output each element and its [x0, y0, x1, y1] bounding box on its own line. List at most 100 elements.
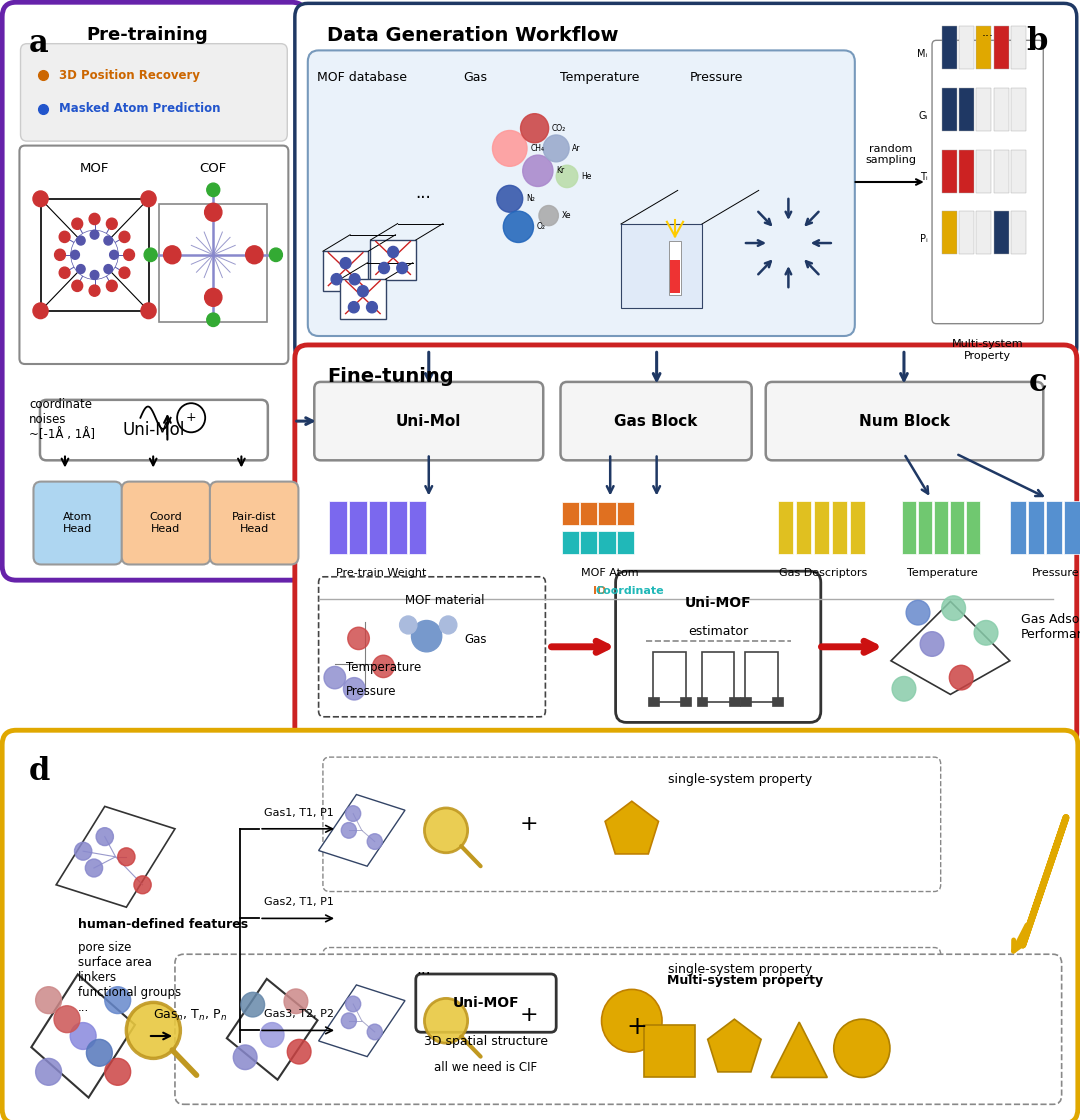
- Text: Gas Adsorption
Performance: Gas Adsorption Performance: [1021, 614, 1080, 642]
- Bar: [796, 501, 811, 554]
- Bar: [617, 502, 634, 525]
- Text: Uni-Mol: Uni-Mol: [123, 421, 185, 439]
- FancyBboxPatch shape: [319, 577, 545, 717]
- Bar: [323, 251, 368, 291]
- Circle shape: [204, 289, 221, 307]
- Bar: [670, 260, 680, 293]
- Circle shape: [388, 246, 399, 258]
- Text: Temperature: Temperature: [346, 661, 421, 674]
- Text: Pressure: Pressure: [346, 685, 396, 699]
- Bar: [369, 501, 387, 554]
- Circle shape: [104, 264, 112, 273]
- Bar: [349, 501, 367, 554]
- Circle shape: [206, 183, 219, 197]
- Circle shape: [163, 246, 180, 264]
- Circle shape: [245, 246, 262, 264]
- Bar: [740, 697, 751, 706]
- Text: Multi-system property: Multi-system property: [667, 974, 823, 988]
- Circle shape: [107, 280, 118, 291]
- Text: +: +: [519, 814, 539, 834]
- Text: Data Generation Workflow: Data Generation Workflow: [327, 26, 619, 45]
- Circle shape: [90, 213, 100, 225]
- Circle shape: [343, 678, 365, 700]
- FancyBboxPatch shape: [323, 757, 941, 892]
- Bar: [562, 531, 579, 554]
- Text: ...: ...: [982, 26, 994, 39]
- Bar: [1011, 150, 1026, 193]
- Circle shape: [341, 822, 356, 838]
- Circle shape: [204, 204, 221, 222]
- FancyBboxPatch shape: [2, 2, 306, 580]
- Text: MOF Atom: MOF Atom: [581, 568, 639, 578]
- Bar: [976, 27, 991, 69]
- Bar: [1045, 501, 1062, 554]
- Text: Temperature: Temperature: [559, 71, 639, 84]
- Text: Gas1, T1, P1: Gas1, T1, P1: [264, 808, 334, 818]
- Circle shape: [357, 286, 368, 297]
- Text: Coord
Head: Coord Head: [150, 512, 183, 534]
- Text: Multi-system
Property: Multi-system Property: [951, 339, 1024, 361]
- Polygon shape: [319, 984, 405, 1056]
- Text: +: +: [519, 1005, 539, 1025]
- Circle shape: [119, 231, 130, 243]
- Bar: [1064, 501, 1080, 554]
- Text: Gᵢ: Gᵢ: [918, 111, 928, 121]
- Bar: [942, 27, 957, 69]
- Bar: [934, 501, 948, 554]
- Bar: [994, 212, 1009, 254]
- Circle shape: [206, 314, 219, 327]
- Text: MOF database: MOF database: [316, 71, 407, 84]
- FancyBboxPatch shape: [122, 482, 211, 564]
- Text: 3D spatial structure: 3D spatial structure: [424, 1035, 548, 1047]
- Circle shape: [892, 676, 916, 701]
- Circle shape: [260, 1023, 284, 1047]
- FancyBboxPatch shape: [416, 974, 556, 1033]
- Circle shape: [36, 987, 62, 1014]
- Bar: [994, 27, 1009, 69]
- FancyBboxPatch shape: [33, 482, 122, 564]
- Bar: [669, 241, 681, 295]
- Circle shape: [942, 596, 966, 620]
- FancyBboxPatch shape: [766, 382, 1043, 460]
- Polygon shape: [319, 794, 405, 866]
- Circle shape: [539, 206, 558, 226]
- Bar: [1011, 88, 1026, 131]
- Circle shape: [556, 165, 578, 188]
- Text: ...: ...: [416, 962, 431, 978]
- Bar: [621, 224, 702, 308]
- Bar: [702, 652, 734, 702]
- FancyBboxPatch shape: [19, 146, 288, 364]
- Circle shape: [284, 989, 308, 1014]
- Circle shape: [90, 284, 100, 297]
- Circle shape: [110, 251, 119, 260]
- Bar: [653, 652, 686, 702]
- Text: Num Block: Num Block: [859, 413, 950, 429]
- Text: Gas2, T1, P1: Gas2, T1, P1: [264, 897, 334, 907]
- Bar: [1011, 212, 1026, 254]
- FancyBboxPatch shape: [323, 948, 941, 1082]
- Text: Uni-MOF: Uni-MOF: [685, 596, 752, 609]
- Circle shape: [241, 992, 265, 1017]
- Text: O₂: O₂: [537, 222, 545, 232]
- Circle shape: [332, 273, 342, 284]
- Circle shape: [440, 616, 457, 634]
- Circle shape: [287, 1039, 311, 1064]
- Circle shape: [367, 1024, 382, 1039]
- Bar: [580, 502, 597, 525]
- Bar: [645, 1025, 694, 1077]
- Circle shape: [349, 301, 360, 312]
- Circle shape: [177, 403, 205, 432]
- Text: single-system property: single-system property: [667, 773, 812, 786]
- Bar: [976, 88, 991, 131]
- Text: Xe: Xe: [562, 211, 571, 221]
- Circle shape: [341, 1012, 356, 1028]
- Bar: [729, 697, 740, 706]
- Bar: [159, 205, 267, 323]
- Bar: [389, 501, 407, 554]
- Polygon shape: [771, 1023, 827, 1077]
- Bar: [959, 150, 974, 193]
- Bar: [918, 501, 932, 554]
- Text: all we need is CIF: all we need is CIF: [434, 1061, 538, 1074]
- Bar: [617, 531, 634, 554]
- Circle shape: [949, 665, 973, 690]
